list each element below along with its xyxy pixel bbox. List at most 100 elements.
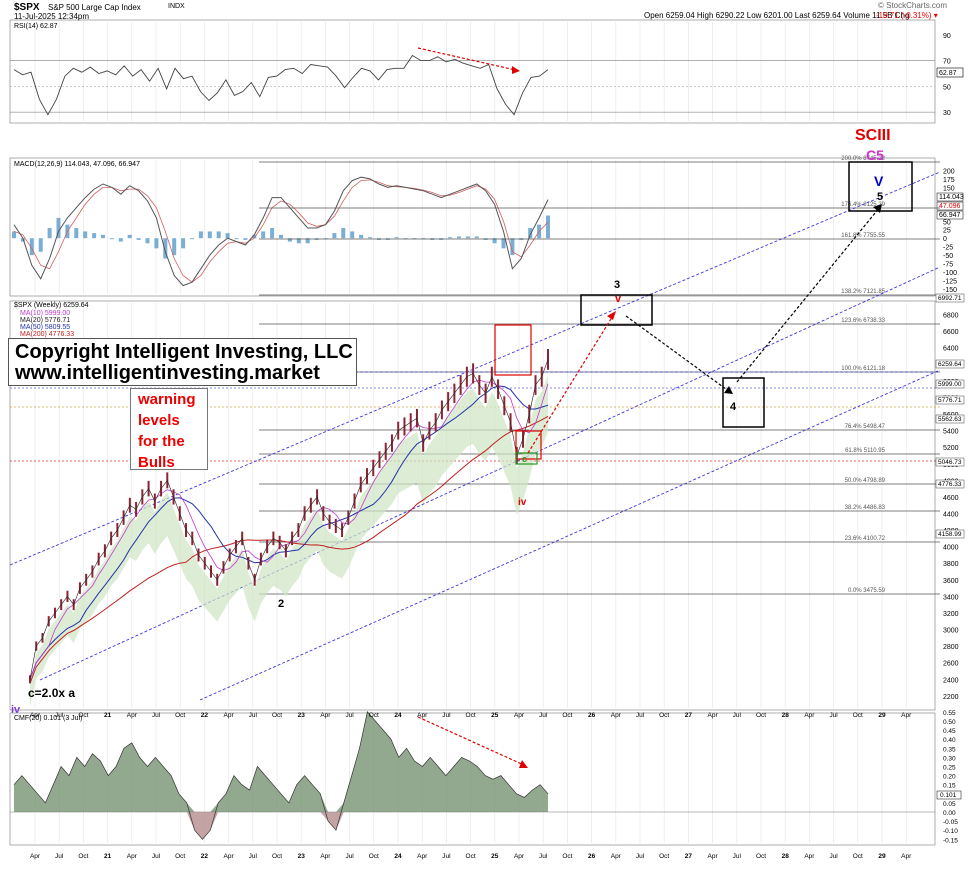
cmf-tick: -0.15: [943, 837, 958, 844]
x-tick-cmf: 26: [588, 853, 596, 860]
price-tick: 3000: [943, 628, 959, 635]
watermark: © StockCharts.com: [878, 1, 948, 10]
wave-label-2: 2: [278, 598, 284, 610]
macd-histogram-bar: [207, 231, 212, 239]
wave-label-c-eq: c=2.0x a: [28, 686, 75, 700]
x-tick-price: Oct: [369, 712, 379, 719]
macd-last-label: 66.947: [939, 212, 961, 219]
x-tick-price: Jul: [829, 712, 838, 719]
price-last-box: [935, 457, 965, 467]
x-tick-cmf: Jul: [442, 853, 451, 860]
x-tick-cmf: Apr: [127, 853, 138, 860]
projection-arrowhead: [607, 311, 616, 320]
cmf-tick: 0.50: [943, 719, 956, 726]
exchange: INDX: [168, 3, 185, 10]
wave-label-4: 4: [730, 401, 737, 413]
macd-tick: -50: [943, 253, 953, 260]
x-tick-cmf: Apr: [708, 853, 719, 860]
cmf-tick: -0.10: [943, 828, 958, 835]
x-tick-cmf: 28: [782, 853, 790, 860]
x-tick-cmf: 24: [394, 853, 402, 860]
macd-histogram-bar: [474, 236, 479, 239]
ichimoku-cloud: [30, 375, 548, 708]
ma-legend-item: MA(200) 4776.33: [20, 331, 74, 338]
x-tick-cmf: Oct: [659, 853, 669, 860]
macd-histogram-bar: [181, 238, 186, 249]
x-tick-price: Jul: [345, 712, 354, 719]
cmf-tick: 0.45: [943, 728, 956, 735]
fib-level-label: 50.0% 4798.89: [845, 478, 886, 484]
panel-frame: [9, 19, 936, 124]
macd-last-box: [936, 210, 964, 220]
target-4-box: [722, 377, 765, 428]
x-tick-price: 24: [394, 712, 402, 719]
macd-histogram-bar: [252, 234, 257, 239]
copyright-line1: Copyright Intelligent Investing, LLC: [15, 341, 353, 363]
price-tick: 3800: [943, 561, 959, 568]
macd-histogram-bar: [448, 237, 453, 239]
fib-level-label: 176.4% 8125.29: [841, 202, 885, 208]
index-name: S&P 500 Large Cap Index: [48, 3, 141, 12]
macd-histogram-bar: [287, 238, 292, 242]
x-tick-price: Jul: [539, 712, 548, 719]
fib-level-label: 38.2% 4486.83: [845, 505, 886, 511]
cmf-last-box: [936, 790, 962, 800]
x-tick-price: Oct: [466, 712, 476, 719]
price-tick: 4600: [943, 495, 959, 502]
macd-histogram-bar: [279, 234, 283, 239]
macd-tick: -150: [943, 287, 957, 294]
x-tick-price: 29: [878, 712, 886, 719]
copyright-box: Copyright Intelligent Investing, LLC www…: [8, 338, 357, 386]
rsi-tick: 70: [943, 59, 951, 66]
x-tick-cmf: Apr: [417, 853, 428, 860]
quote-line: Open 6259.04 High 6290.22 Low 6201.00 La…: [644, 11, 910, 20]
wave-a-box: [515, 430, 542, 460]
macd-last-box: [936, 201, 964, 211]
x-tick-price: Oct: [272, 712, 282, 719]
cmf-positive-area: [14, 711, 548, 812]
macd-histogram-bar: [368, 237, 372, 239]
x-tick-cmf: 21: [104, 853, 112, 860]
price-tick: 5400: [943, 429, 959, 436]
x-tick-price: Apr: [30, 712, 41, 719]
fib-level-label: 200.0% 8745.22: [841, 156, 885, 162]
cmf-line: [13, 711, 549, 840]
wave-label-c: c: [522, 454, 527, 464]
macd-histogram-bar: [359, 234, 364, 239]
rsi-line: [13, 54, 549, 116]
price-tick: 3400: [943, 594, 959, 601]
x-tick-cmf: 27: [685, 853, 693, 860]
x-tick-cmf: 29: [878, 853, 886, 860]
fib-level-label: 0.0% 3475.59: [848, 588, 886, 594]
warning-line-4: Bulls: [138, 454, 175, 471]
price-line: [29, 359, 549, 680]
macd-tick: 0: [943, 236, 947, 243]
macd-histogram-bar: [83, 231, 88, 239]
x-tick-cmf: Jul: [539, 853, 548, 860]
x-tick-cmf: Oct: [369, 853, 379, 860]
x-tick-cmf: Jul: [733, 853, 742, 860]
macd-title: MACD(12,26,9) 114.043, 47.096, 66.947: [14, 161, 140, 168]
fib-level-label: 138.2% 7121.85: [841, 289, 885, 295]
macd-histogram-bar: [394, 237, 399, 239]
cmf-tick: -0.05: [943, 819, 958, 826]
target-3-box: [580, 294, 653, 326]
price-tick: 3600: [943, 578, 959, 585]
price-tick: 3200: [943, 611, 959, 618]
x-tick-price: 28: [782, 712, 790, 719]
wave-label-5: 5: [877, 191, 883, 203]
macd-last-box: [936, 192, 964, 202]
ma-legend-item: MA(10) 5999.00: [20, 310, 70, 317]
x-tick-price: 23: [298, 712, 306, 719]
cmf-tick: 0.55: [943, 710, 956, 717]
projection-arrowhead: [724, 386, 733, 394]
x-tick-price: Apr: [514, 712, 525, 719]
x-tick-price: Apr: [320, 712, 331, 719]
cmf-last-label: 0.101: [940, 792, 957, 799]
cmf-tick: 0.05: [943, 801, 956, 808]
price-tick: 6600: [943, 329, 959, 336]
ma50-line: [29, 385, 549, 680]
x-tick-price: Oct: [562, 712, 572, 719]
